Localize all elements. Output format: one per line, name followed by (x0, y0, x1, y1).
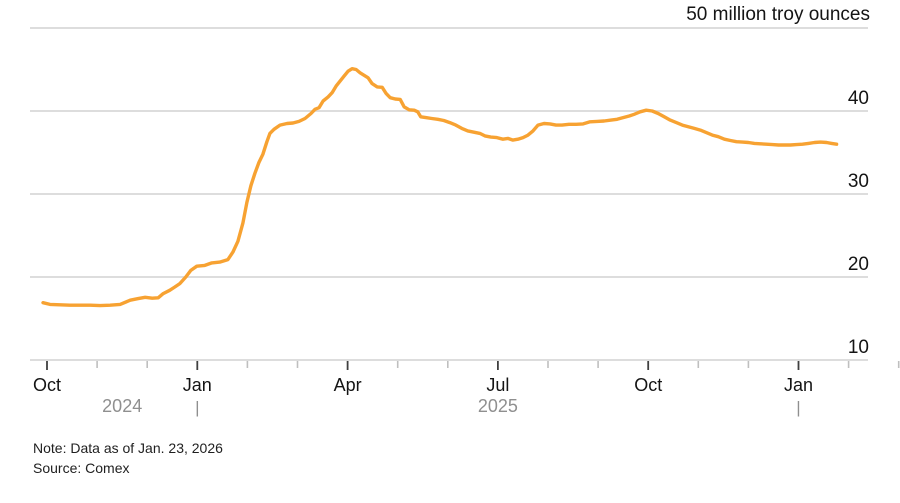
year-start-marker: | (796, 398, 800, 417)
y-tick-label: 10 (848, 337, 869, 358)
series-line (41, 66, 839, 308)
x-tick-label: Jan (183, 375, 212, 395)
x-tick-label: Jan (784, 375, 813, 395)
year-start-marker: | (195, 398, 199, 417)
y-tick-label: 20 (848, 254, 869, 275)
y-tick-label: 30 (848, 171, 869, 192)
unit-label: 50 million troy ounces (686, 4, 870, 25)
inventory-line-chart: 40 30 20 10 Oct Jan | Apr Jul Oct Jan | 2024 2025 (30, 27, 900, 417)
source-text: Source: Comex (33, 460, 130, 476)
year-label: 2025 (478, 396, 518, 416)
x-tick-label: Apr (334, 375, 362, 395)
y-tick-label: 40 (848, 88, 869, 109)
x-tick-label: Jul (486, 375, 509, 395)
x-tick-label: Oct (634, 375, 662, 395)
year-label: 2024 (102, 396, 142, 416)
note-text: Note: Data as of Jan. 23, 2026 (33, 440, 223, 456)
x-tick-label: Oct (33, 375, 61, 395)
footnote: Note: Data as of Jan. 23, 2026 Source: C… (33, 438, 223, 478)
